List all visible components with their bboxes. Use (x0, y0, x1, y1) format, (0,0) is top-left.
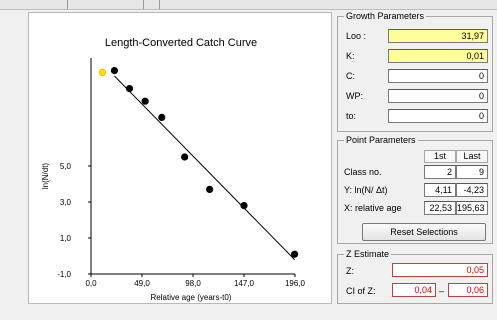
point-param-label: Class no. (344, 167, 382, 177)
col-last-header: Last (456, 150, 488, 163)
data-point[interactable] (181, 153, 189, 161)
regression-line (114, 75, 295, 260)
point-param-last[interactable]: -4,23 (456, 183, 488, 197)
x-tick-label: 0,0 (85, 279, 97, 288)
point-parameters-title: Point Parameters (344, 135, 418, 145)
point-parameters-group: Point Parameters 1st Last Class no. 2 9 Y: … (337, 135, 493, 244)
growth-param-input[interactable]: 31,97 (388, 29, 488, 43)
growth-param-label: C: (346, 71, 355, 81)
point-param-first[interactable]: 2 (424, 165, 456, 179)
x-tick-label: 98,0 (185, 279, 201, 288)
growth-param-input[interactable]: 0 (388, 89, 488, 103)
point-param-last[interactable]: 195,63 (456, 201, 488, 215)
toolbar-tab-2[interactable] (68, 0, 144, 9)
growth-param-label: Loo : (346, 31, 367, 41)
y-tick-label: 3,0 (60, 198, 72, 207)
growth-param-label: WP: (346, 91, 363, 101)
x-tick-label: 49,0 (134, 279, 150, 288)
data-point[interactable] (125, 84, 134, 93)
toolbar-tab-3[interactable] (144, 0, 160, 9)
ci-low-field: 0,04 (392, 283, 436, 297)
catch-curve-chart[interactable]: Length-Converted Catch Curve -1,0 1,0 3,0 5,… (29, 13, 333, 305)
z-estimate-group: Z Estimate Z: 0,05 CI of Z: 0,04 – 0,06 (337, 249, 493, 304)
y-tick-label: -1,0 (57, 270, 71, 279)
ci-dash: – (439, 286, 445, 296)
excluded-data-point[interactable] (98, 68, 107, 77)
ci-high-field: 0,06 (448, 283, 488, 297)
data-point[interactable] (110, 66, 119, 75)
data-point[interactable] (141, 97, 149, 105)
growth-param-input[interactable]: 0 (388, 109, 488, 123)
reset-selections-button[interactable]: Reset Selections (362, 223, 486, 241)
top-toolbar-strip (0, 0, 497, 10)
point-param-last[interactable]: 9 (456, 165, 488, 179)
x-tick-label: 147,0 (234, 279, 255, 288)
growth-param-input[interactable]: 0,01 (388, 49, 488, 63)
data-point[interactable] (240, 202, 248, 210)
ci-of-z-label: CI of Z: (346, 286, 376, 296)
growth-param-input[interactable]: 0 (388, 69, 488, 83)
data-point[interactable] (206, 185, 214, 193)
x-axis-label: Relative age (years-t0) (151, 293, 232, 302)
point-param-label: X: relative age (344, 203, 402, 213)
z-estimate-title: Z Estimate (344, 249, 392, 259)
col-first-header: 1st (424, 150, 456, 163)
y-tick-label: 1,0 (60, 234, 72, 243)
point-param-first[interactable]: 22,53 (424, 201, 456, 215)
data-point[interactable] (291, 250, 299, 258)
x-tick-label: 196,0 (285, 279, 306, 288)
y-axis-label: ln(N/dt) (41, 163, 50, 190)
chart-title: Length-Converted Catch Curve (105, 37, 257, 49)
z-value-field: 0,05 (392, 263, 488, 277)
growth-param-label: K: (346, 51, 355, 61)
growth-param-label: to: (346, 111, 357, 121)
data-point[interactable] (158, 113, 166, 121)
growth-parameters-group: Growth Parameters Loo : 31,97 K: 0,01 C: 0 WP:… (337, 11, 493, 132)
catch-curve-chart-panel: Length-Converted Catch Curve -1,0 1,0 3,0 5,… (28, 12, 332, 304)
z-label: Z: (346, 266, 354, 276)
toolbar-tab-1[interactable] (0, 0, 68, 9)
point-param-first[interactable]: 4,11 (424, 183, 456, 197)
growth-parameters-title: Growth Parameters (344, 11, 427, 21)
point-param-label: Y: ln(N/ Δt) (344, 185, 388, 195)
y-tick-label: 5,0 (60, 162, 72, 171)
